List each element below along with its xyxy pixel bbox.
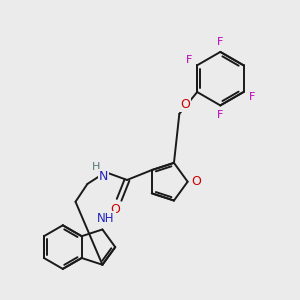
Text: O: O [192, 175, 202, 188]
Text: F: F [249, 92, 255, 102]
Text: O: O [110, 203, 120, 216]
Text: F: F [217, 37, 224, 47]
Text: N: N [99, 170, 108, 184]
Text: O: O [180, 98, 190, 111]
Text: NH: NH [97, 212, 115, 225]
Text: F: F [185, 55, 192, 65]
Text: H: H [92, 162, 100, 172]
Text: F: F [217, 110, 224, 120]
